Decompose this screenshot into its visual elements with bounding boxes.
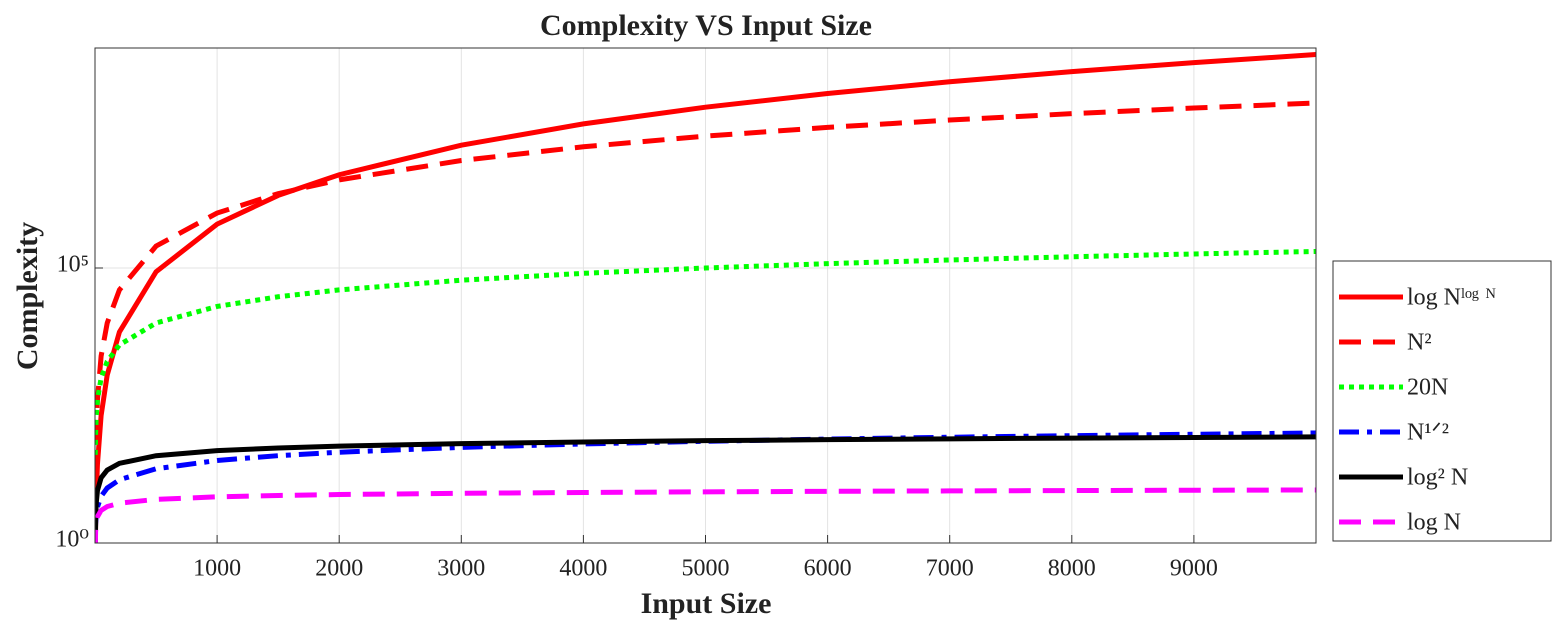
series-line [95, 100, 1316, 510]
series-line [95, 248, 1316, 455]
legend-label: N² [1407, 330, 1432, 356]
x-tick-label: 1000 [193, 556, 241, 582]
legend-label: N¹ᐟ² [1407, 420, 1449, 446]
legend: log Nˡᵒᵍ ᴺ N² 20N N¹ᐟ² log² N log N [1332, 260, 1552, 542]
legend-label: 20N [1407, 375, 1448, 401]
x-tick-label: 6000 [804, 556, 852, 582]
x-tick-label: 7000 [926, 556, 974, 582]
series-line [95, 434, 1316, 543]
legend-label: log² N [1407, 465, 1468, 491]
chart-title: Complexity VS Input Size [540, 9, 872, 42]
x-tick-label: 2000 [315, 556, 363, 582]
x-tick-label: 5000 [682, 556, 730, 582]
x-axis-label: Input Size [641, 587, 772, 620]
x-tick-label: 9000 [1170, 556, 1218, 582]
x-tick-label: 4000 [559, 556, 607, 582]
plot-frame [94, 47, 1317, 544]
legend-box [1332, 260, 1552, 542]
legend-label: log Nˡᵒᵍ ᴺ [1407, 285, 1496, 311]
y-tick-label: 10⁵ [57, 252, 89, 278]
legend-label: log N [1407, 510, 1461, 536]
x-tick-label: 3000 [437, 556, 485, 582]
x-tick-label: 8000 [1048, 556, 1096, 582]
series-line [95, 487, 1316, 543]
y-axis-label: Complexity [11, 222, 44, 370]
lines [95, 52, 1316, 543]
y-tick-label: 10⁰ [55, 527, 89, 553]
